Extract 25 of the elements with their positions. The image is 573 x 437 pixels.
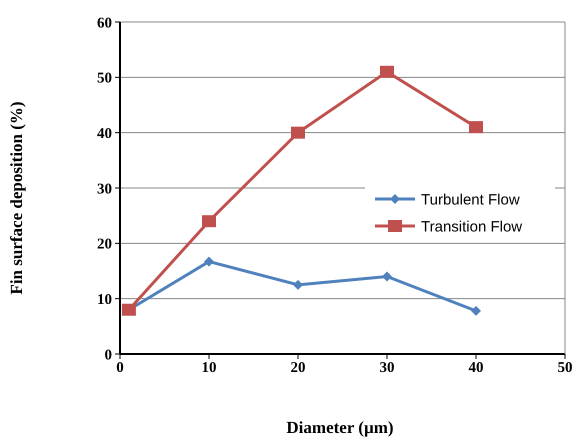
legend-label: Turbulent Flow [421,191,520,208]
x-tick-label: 0 [116,360,124,376]
y-tick-label: 50 [97,70,112,87]
point [469,121,483,134]
point [204,256,214,267]
y-tick-label: 0 [104,347,112,364]
x-tick-label: 20 [290,360,306,376]
x-axis-title: Diameter (µm) [286,418,394,437]
point [382,272,392,282]
y-tick-label: 60 [97,15,112,32]
x-tick-label: 10 [202,360,216,376]
x-tick-label: 30 [380,360,394,376]
point [291,126,305,139]
point [293,280,303,290]
y-axis-title: Fin surface deposition (%) [7,101,26,295]
y-tick-label: 30 [97,181,112,198]
legend-label: Transition Flow [421,218,522,236]
y-tick-label: 20 [97,236,112,253]
y-tick-label: 10 [97,292,112,308]
point [202,215,216,228]
point [380,66,394,78]
x-tick-label: 50 [558,360,572,376]
y-tick-label: 40 [97,126,112,142]
x-tick-label: 40 [468,360,484,376]
point [471,306,481,316]
